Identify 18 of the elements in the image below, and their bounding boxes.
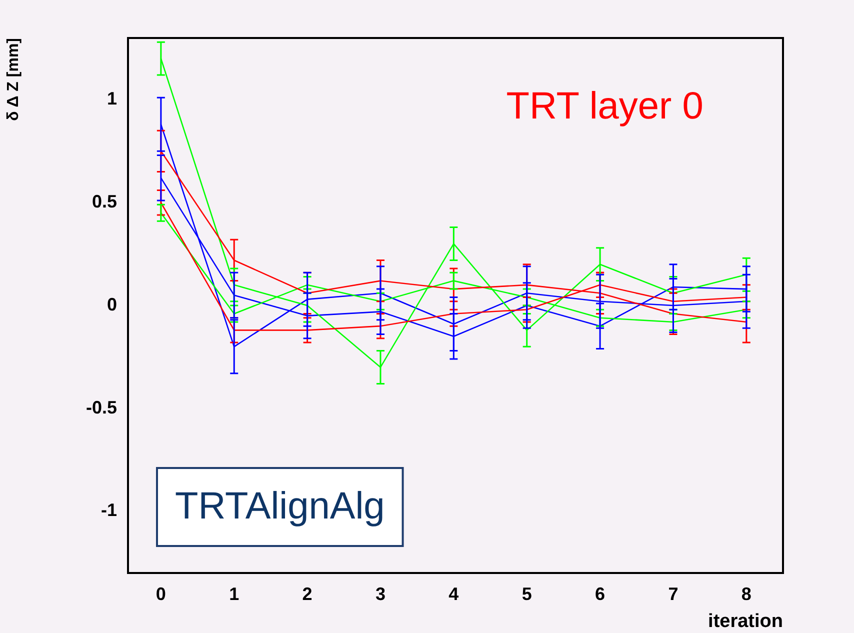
- y-tick-label: -1: [100, 500, 117, 520]
- x-tick-label: 5: [522, 584, 532, 604]
- annotation: TRT layer 0: [506, 85, 704, 128]
- x-tick-label: 1: [229, 584, 240, 604]
- x-tick-label: 8: [741, 584, 752, 604]
- y-tick-label: 0.5: [92, 192, 117, 212]
- y-axis-title: δ Δ Z [mm]: [5, 38, 22, 121]
- x-tick-label: 6: [595, 584, 606, 604]
- x-axis-title: iteration: [708, 610, 783, 632]
- y-tick-label: -0.5: [86, 397, 117, 418]
- y-tick-label: 1: [106, 88, 117, 109]
- x-tick-label: 7: [668, 584, 678, 604]
- y-tick-label: 0: [106, 294, 117, 314]
- x-tick-label: 2: [302, 584, 312, 604]
- x-tick-label: 4: [448, 584, 459, 604]
- annotation: TRTAlignAlg: [175, 485, 385, 528]
- x-tick-label: 0: [156, 584, 166, 604]
- x-tick-label: 3: [375, 584, 386, 604]
